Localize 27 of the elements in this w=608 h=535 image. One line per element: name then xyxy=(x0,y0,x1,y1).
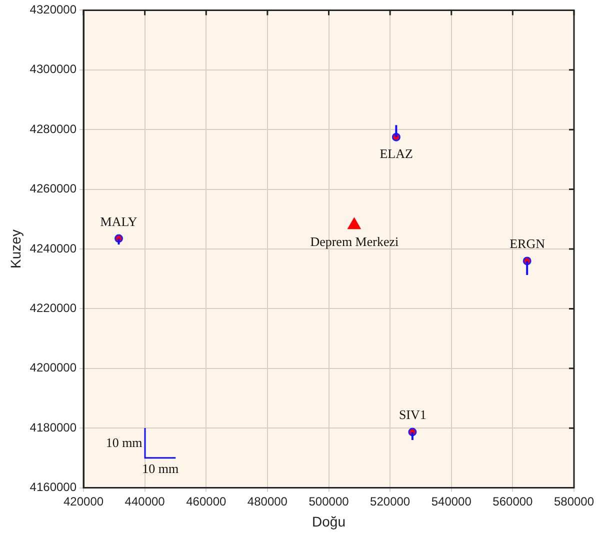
y-tick-label: 4300000 xyxy=(30,62,77,76)
x-tick-label: 560000 xyxy=(492,494,534,508)
annotation: MALY xyxy=(100,214,138,230)
y-tick-label: 4240000 xyxy=(30,241,77,256)
y-tick-label: 4280000 xyxy=(30,122,77,136)
y-tick-label: 4260000 xyxy=(30,182,77,196)
y-tick-label: 4180000 xyxy=(30,420,77,434)
x-tick-label: 440000 xyxy=(124,494,166,508)
y-axis-title: Kuzey xyxy=(7,230,24,268)
x-tick-label: 420000 xyxy=(63,494,104,508)
x-tick-label: 460000 xyxy=(186,494,226,508)
x-tick-label: 580000 xyxy=(554,494,594,508)
annotation: ELAZ xyxy=(380,146,413,162)
annotation: 10 mm xyxy=(142,460,179,477)
x-tick-label: 480000 xyxy=(247,494,288,508)
y-tick-label: 4220000 xyxy=(30,301,77,316)
annotation: SIV1 xyxy=(398,406,426,423)
y-tick-label: 4320000 xyxy=(30,2,77,17)
x-tick-label: 540000 xyxy=(431,494,472,508)
y-tick-label: 4200000 xyxy=(30,360,77,375)
annotation: 10 mm xyxy=(106,435,142,452)
x-axis-title: Doğu xyxy=(312,513,346,530)
annotation: Deprem Merkezi xyxy=(310,234,399,250)
annotation: ERGN xyxy=(510,236,545,252)
x-tick-label: 520000 xyxy=(370,494,410,508)
y-tick-label: 4160000 xyxy=(30,480,77,494)
x-tick-label: 500000 xyxy=(308,494,350,508)
